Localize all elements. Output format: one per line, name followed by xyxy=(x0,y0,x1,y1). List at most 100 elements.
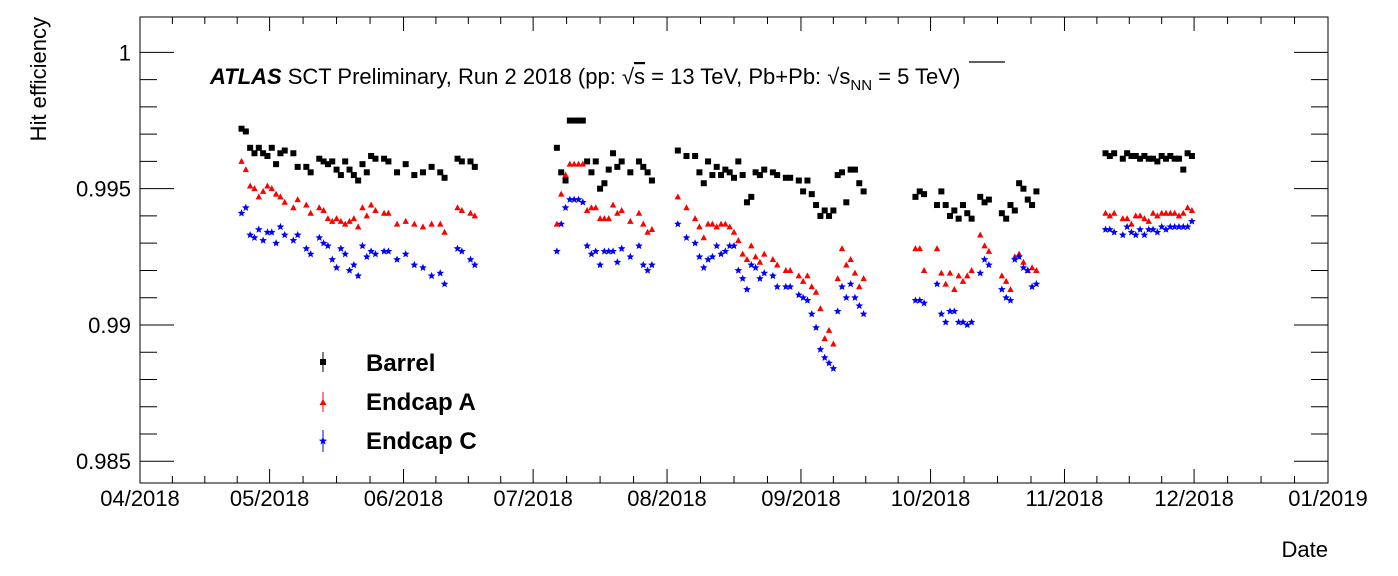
data-point xyxy=(315,233,324,241)
y-tick-label: 0.995 xyxy=(76,177,131,202)
data-point xyxy=(281,147,288,154)
data-point xyxy=(385,209,392,216)
data-point xyxy=(1162,209,1170,216)
data-point xyxy=(341,250,349,258)
data-point xyxy=(916,188,923,195)
data-point xyxy=(251,185,258,192)
data-point xyxy=(782,174,789,181)
data-point xyxy=(588,169,595,176)
data-point xyxy=(260,150,267,157)
data-point xyxy=(769,256,777,263)
legend-endcap-a-label: Endcap A xyxy=(366,389,476,416)
data-point xyxy=(692,152,699,159)
data-point xyxy=(363,169,370,176)
data-point xyxy=(1184,204,1191,211)
data-point xyxy=(700,180,707,187)
data-point xyxy=(947,212,953,219)
data-point xyxy=(380,247,388,255)
data-point xyxy=(743,256,751,263)
data-point xyxy=(367,201,375,208)
data-point xyxy=(410,260,419,269)
data-point xyxy=(860,275,867,282)
data-point xyxy=(627,169,634,176)
data-point xyxy=(394,169,401,176)
data-point xyxy=(699,263,708,271)
data-point xyxy=(1024,196,1031,203)
data-point xyxy=(799,277,807,284)
data-point xyxy=(471,260,479,269)
data-point xyxy=(363,252,371,261)
data-point xyxy=(730,241,738,250)
data-point xyxy=(644,169,651,176)
data-point xyxy=(273,161,280,168)
data-point xyxy=(803,296,812,304)
y-tick-labels: 0.985 0.99 0.995 1 xyxy=(76,40,131,474)
data-point xyxy=(756,258,764,265)
series-endcap-a xyxy=(238,157,1196,347)
data-point xyxy=(458,158,465,165)
data-point xyxy=(566,160,574,167)
data-point xyxy=(1102,150,1109,157)
x-axis-title: Date xyxy=(1282,537,1328,562)
data-point xyxy=(467,158,474,165)
data-point xyxy=(1158,152,1165,159)
data-point xyxy=(350,260,358,269)
data-point xyxy=(942,202,949,209)
data-point xyxy=(617,244,626,252)
data-point xyxy=(264,152,271,159)
data-point xyxy=(596,215,604,222)
series-barrel xyxy=(238,117,1195,222)
data-point xyxy=(579,198,587,206)
data-point xyxy=(458,206,466,213)
data-point xyxy=(725,241,734,250)
data-point xyxy=(320,158,327,165)
data-point xyxy=(735,158,742,165)
data-point xyxy=(709,220,716,227)
data-point xyxy=(985,260,993,269)
data-point xyxy=(722,220,729,227)
data-point xyxy=(851,269,859,276)
data-point xyxy=(571,117,578,124)
x-tick-label: 08/2018 xyxy=(627,486,707,511)
data-point xyxy=(1029,202,1036,209)
data-point xyxy=(821,207,828,214)
data-point xyxy=(648,260,656,269)
data-point xyxy=(812,288,820,295)
data-point xyxy=(709,172,716,179)
data-point xyxy=(691,239,699,247)
data-point xyxy=(562,171,569,178)
data-point xyxy=(968,215,975,222)
data-point xyxy=(411,220,418,227)
data-point xyxy=(912,193,919,200)
data-point xyxy=(916,245,923,252)
data-point xyxy=(795,177,802,184)
data-point xyxy=(1119,231,1127,239)
data-point xyxy=(816,345,825,353)
data-point xyxy=(1110,228,1118,236)
data-point xyxy=(704,255,712,263)
data-point xyxy=(920,299,928,307)
data-point xyxy=(1101,225,1110,233)
legend-barrel-marker xyxy=(320,359,326,365)
data-point xyxy=(977,193,984,200)
data-point xyxy=(1020,185,1027,192)
data-point xyxy=(329,217,336,224)
data-point xyxy=(739,250,746,257)
x-tick-labels: 04/2018 05/2018 06/2018 07/2018 08/2018 09/20… xyxy=(100,486,1368,511)
data-point xyxy=(1028,264,1036,271)
data-point xyxy=(942,280,949,287)
data-point xyxy=(683,152,690,159)
data-point xyxy=(712,241,721,250)
data-point xyxy=(1180,209,1187,216)
data-point xyxy=(980,255,989,263)
data-point xyxy=(1033,188,1040,195)
y-axis-title: Hit efficiency xyxy=(26,17,51,141)
data-point xyxy=(808,191,815,198)
data-point xyxy=(289,236,298,244)
data-point xyxy=(739,172,746,179)
data-point xyxy=(782,266,790,273)
data-point xyxy=(955,272,962,279)
data-point xyxy=(946,307,954,315)
data-point xyxy=(466,255,475,263)
